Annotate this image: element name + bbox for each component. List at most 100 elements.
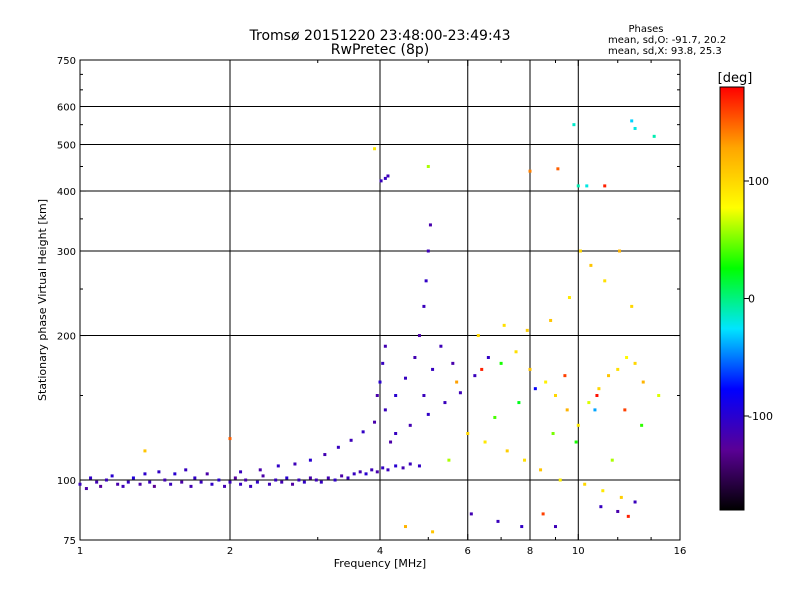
scatter-point <box>502 323 506 327</box>
scatter-point <box>567 296 571 300</box>
x-tick-label: 6 <box>465 546 471 557</box>
y-axis-label: Stationary phase Virtual Height [km] <box>36 199 49 401</box>
scatter-point <box>422 304 426 308</box>
scatter-point <box>549 318 553 322</box>
scatter-point <box>401 466 405 470</box>
scatter-point <box>544 380 548 384</box>
scatter-point <box>205 472 209 476</box>
scatter-point <box>152 484 156 488</box>
scatter-point <box>126 480 130 484</box>
scatter-point <box>469 512 473 516</box>
scatter-point <box>426 249 430 253</box>
scatter-point <box>297 478 301 482</box>
scatter-point <box>523 458 527 462</box>
scatter-point <box>640 423 644 427</box>
y-tick-label: 200 <box>57 332 76 343</box>
scatter-point <box>131 476 135 480</box>
scatter-point <box>528 169 532 173</box>
scatter-point <box>565 408 569 412</box>
scatter-point <box>618 249 622 253</box>
scatter-point <box>539 468 543 472</box>
scatter-point <box>228 437 232 441</box>
scatter-point <box>431 367 435 371</box>
scatter-point <box>476 334 480 338</box>
scatter-point <box>293 462 297 466</box>
scatter-point <box>630 119 634 123</box>
scatter-point <box>169 482 173 486</box>
scatter-point <box>525 328 529 332</box>
scatter-point <box>116 482 120 486</box>
scatter-point <box>381 361 385 365</box>
scatter-point <box>121 484 125 488</box>
y-axis-ticks: 75 100 200 300 400 500 600 750 <box>57 56 680 547</box>
scatter-point <box>616 367 620 371</box>
scatter-point <box>110 474 114 478</box>
scatter-point <box>280 480 284 484</box>
scatter-point <box>375 470 379 474</box>
scatter-point <box>291 482 295 486</box>
scatter-point <box>239 482 243 486</box>
scatter-point <box>439 344 443 348</box>
x-tick-label: 2 <box>227 546 233 557</box>
scatter-point <box>553 394 557 398</box>
scatter-point <box>466 432 470 436</box>
scatter-point <box>633 361 637 365</box>
colorbar-tick-label: 100 <box>748 175 769 188</box>
scatter-point <box>428 223 432 227</box>
scatter-point <box>413 355 417 359</box>
scatter-point <box>104 478 108 482</box>
colorbar <box>719 86 745 511</box>
scatter-point <box>143 472 147 476</box>
y-tick-label: 750 <box>57 56 76 67</box>
scatter-point <box>383 176 387 180</box>
scatter-point <box>486 355 490 359</box>
colorbar-tick-label: -100 <box>748 410 773 423</box>
scatter-point <box>249 484 253 488</box>
scatter-point <box>78 482 82 486</box>
scatter-point <box>319 480 323 484</box>
scatter-point <box>424 279 428 283</box>
scatter-point <box>148 480 152 484</box>
scatter-point <box>426 164 430 168</box>
scatter-point <box>375 394 379 398</box>
scatter-point <box>517 401 521 405</box>
scatter-point <box>267 482 271 486</box>
scatter-point <box>558 478 562 482</box>
scatter-point <box>455 380 459 384</box>
scatter-point <box>89 476 93 480</box>
scatter-point <box>276 464 280 468</box>
scatter-point <box>364 472 368 476</box>
colorbar-ticks: 100 0 -100 <box>744 175 773 423</box>
scatter-point <box>346 476 350 480</box>
scatter-point <box>541 512 545 516</box>
scatter-point <box>217 478 221 482</box>
scatter-point <box>244 478 248 482</box>
y-tick-label: 500 <box>57 141 76 152</box>
scatter-point <box>99 484 103 488</box>
y-tick-label: 600 <box>57 103 76 114</box>
y-tick-label: 75 <box>63 536 76 547</box>
y-tick-label: 300 <box>57 247 76 258</box>
scatter-point <box>576 184 580 188</box>
scatter-point <box>383 408 387 412</box>
scatter-point <box>394 432 398 436</box>
scatter-point <box>389 440 393 444</box>
chart-title: Tromsø 20151220 23:48:00-23:49:43 <box>249 28 511 44</box>
colorbar-tick-label: 0 <box>748 293 755 306</box>
scatter-point <box>314 478 318 482</box>
scatter-point <box>210 482 214 486</box>
scatter-point <box>228 480 232 484</box>
scatter-point <box>323 453 327 457</box>
x-tick-label: 4 <box>377 546 383 557</box>
scatter-point <box>578 249 582 253</box>
scatter-point <box>173 472 177 476</box>
scatter-point <box>370 468 374 472</box>
legend-line-o: mean, sd,O: -91.7, 20.2 <box>608 35 726 46</box>
scatter-point <box>308 458 312 462</box>
scatter-point <box>417 334 421 338</box>
scatter-point <box>451 361 455 365</box>
scatter-point <box>373 147 377 151</box>
x-axis-ticks: 1 2 4 6 8 10 16 <box>77 60 686 557</box>
scatter-point <box>223 484 227 488</box>
